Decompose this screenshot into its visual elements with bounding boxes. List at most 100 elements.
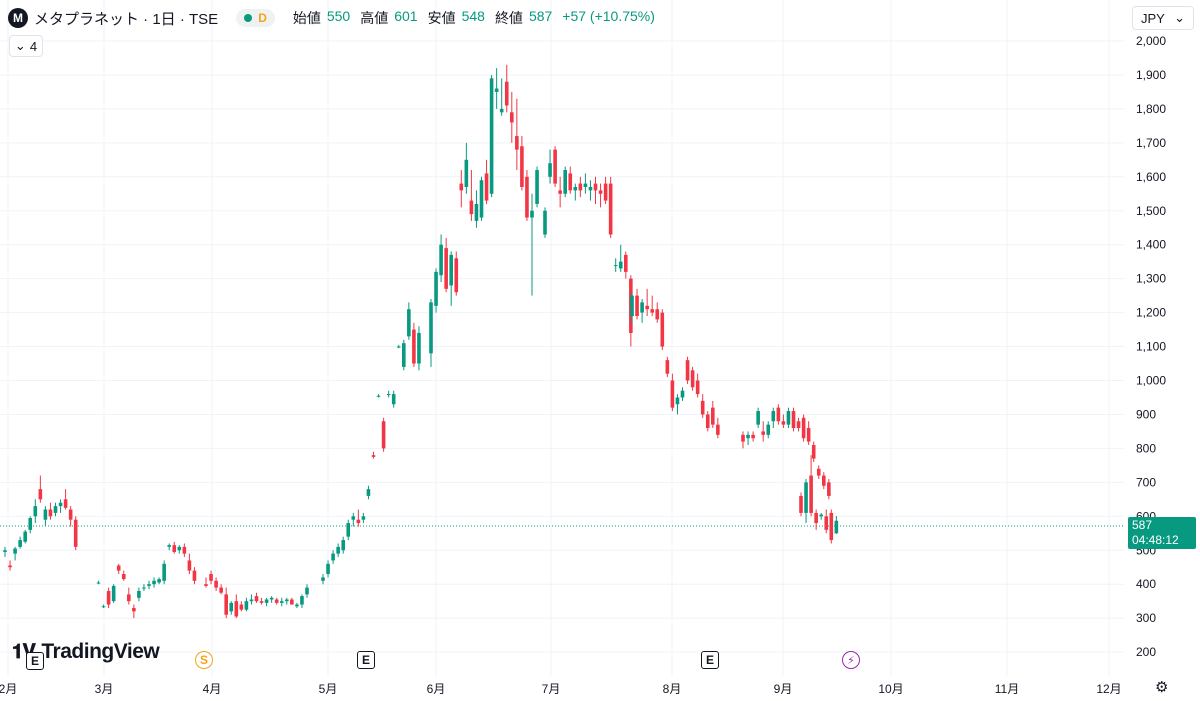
candle[interactable] [341, 536, 345, 554]
candle[interactable] [583, 173, 588, 194]
candle[interactable] [192, 567, 197, 585]
candle[interactable] [147, 580, 151, 590]
candle[interactable] [811, 441, 816, 462]
candle[interactable] [510, 91, 514, 143]
candle[interactable] [761, 421, 765, 442]
candle[interactable] [351, 512, 356, 527]
candle[interactable] [499, 78, 504, 116]
candle[interactable] [3, 546, 7, 558]
candle[interactable] [366, 485, 371, 500]
currency-selector[interactable]: JPY ⌄ [1132, 6, 1194, 30]
candle[interactable] [665, 356, 670, 378]
candle[interactable] [28, 516, 33, 534]
candle[interactable] [121, 570, 126, 581]
candle[interactable] [746, 431, 750, 446]
candle[interactable] [8, 560, 12, 571]
candle[interactable] [152, 577, 156, 588]
candle[interactable] [48, 502, 53, 520]
candle[interactable] [690, 366, 695, 391]
candle[interactable] [336, 543, 340, 558]
candle[interactable] [558, 176, 562, 208]
candle[interactable] [417, 326, 421, 371]
candle[interactable] [741, 431, 745, 449]
candle[interactable] [244, 597, 249, 612]
candle[interactable] [18, 536, 22, 549]
candle[interactable] [439, 234, 443, 283]
candle[interactable] [685, 356, 690, 384]
candle[interactable] [63, 489, 68, 510]
candle[interactable] [454, 251, 459, 296]
candle[interactable] [127, 587, 131, 605]
candle[interactable] [101, 604, 106, 608]
candle[interactable] [791, 407, 796, 432]
candle[interactable] [573, 183, 578, 201]
candle[interactable] [407, 302, 411, 340]
earnings-event-icon[interactable]: E [701, 651, 719, 669]
symbol-title[interactable]: メタプラネット · 1日 · TSE [34, 10, 219, 28]
candle[interactable] [182, 543, 187, 558]
candle[interactable] [386, 390, 391, 398]
candle[interactable] [142, 584, 146, 591]
candle[interactable] [548, 149, 552, 184]
candle[interactable] [822, 472, 826, 490]
candle[interactable] [613, 258, 618, 272]
candle[interactable] [53, 502, 58, 517]
candle[interactable] [824, 509, 829, 534]
candle[interactable] [809, 455, 813, 517]
candle[interactable] [711, 400, 715, 429]
candle[interactable] [295, 602, 299, 608]
candle[interactable] [645, 288, 649, 316]
candle[interactable] [624, 251, 628, 279]
candle[interactable] [489, 74, 494, 198]
settings-icon[interactable]: ⚙ [1155, 679, 1169, 696]
candle[interactable] [680, 387, 685, 401]
candle[interactable] [827, 478, 831, 500]
candle[interactable] [162, 560, 166, 585]
candle[interactable] [515, 98, 519, 171]
candle[interactable] [132, 604, 136, 619]
candle[interactable] [588, 180, 593, 201]
candle[interactable] [209, 570, 213, 585]
candle[interactable] [771, 407, 776, 429]
candle[interactable] [543, 207, 547, 238]
candle[interactable] [700, 394, 705, 418]
candle[interactable] [187, 553, 192, 575]
candle[interactable] [204, 577, 208, 588]
candle[interactable] [670, 373, 675, 412]
candle[interactable] [520, 136, 524, 191]
market-status-pill[interactable]: D [236, 9, 275, 27]
candle[interactable] [290, 597, 294, 605]
candle[interactable] [249, 594, 254, 605]
candle[interactable] [504, 64, 509, 113]
earnings-event-icon[interactable]: E [26, 652, 44, 670]
candle[interactable] [816, 465, 821, 479]
candle[interactable] [608, 176, 613, 238]
candle[interactable] [214, 577, 218, 591]
candle[interactable] [321, 574, 325, 585]
candle[interactable] [650, 295, 654, 316]
candle[interactable] [259, 597, 264, 605]
candle[interactable] [593, 176, 598, 204]
candle[interactable] [553, 146, 557, 187]
flash-icon[interactable]: ⚡ [842, 651, 860, 669]
candle[interactable] [819, 512, 823, 520]
candle[interactable] [331, 550, 335, 564]
candle[interactable] [716, 417, 720, 439]
candle[interactable] [300, 594, 304, 608]
candle[interactable] [655, 302, 660, 323]
candle[interactable] [356, 509, 361, 527]
candle[interactable] [635, 288, 639, 320]
candle[interactable] [801, 414, 806, 442]
candle[interactable] [640, 299, 644, 323]
candle[interactable] [38, 475, 43, 503]
candle[interactable] [756, 407, 760, 429]
candle[interactable] [484, 159, 489, 204]
candle[interactable] [434, 268, 438, 313]
split-event-icon[interactable]: S [195, 651, 213, 669]
candle[interactable] [254, 592, 259, 603]
candle[interactable] [618, 244, 623, 272]
candle[interactable] [33, 499, 38, 524]
candle[interactable] [449, 251, 453, 306]
candle[interactable] [834, 515, 839, 534]
